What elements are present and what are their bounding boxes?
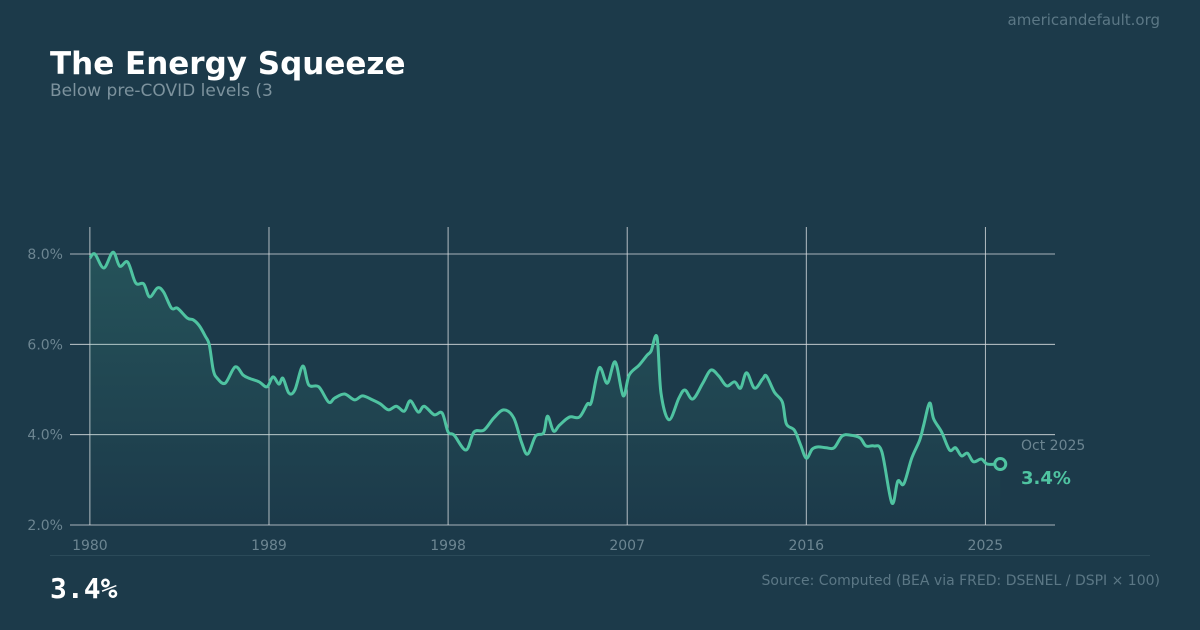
x-tick-label: 2025: [968, 538, 1004, 554]
chart-title: The Energy Squeeze: [50, 46, 406, 82]
series-area: [89, 252, 1001, 525]
headline-value: 3.4%: [50, 572, 118, 605]
source-note: Source: Computed (BEA via FRED: DSENEL /…: [761, 573, 1160, 589]
x-tick-label: 1989: [251, 538, 287, 554]
y-tick-label: 2.0%: [27, 518, 63, 534]
annotation-date: Oct 2025: [1021, 438, 1085, 454]
chart-subtitle: Below pre-COVID levels (3: [50, 81, 273, 101]
series-line: [88, 250, 1001, 505]
y-tick-label: 8.0%: [27, 247, 63, 263]
x-tick-label: 1998: [430, 538, 466, 554]
latest-point-marker: [993, 457, 1008, 472]
x-tick-label: 2007: [609, 538, 645, 554]
site-attribution: americandefault.org: [1007, 11, 1160, 29]
footer-divider: [50, 555, 1150, 556]
annotation-value: 3.4%: [1021, 468, 1071, 489]
x-tick-label: 1980: [72, 538, 108, 554]
y-tick-label: 6.0%: [27, 337, 63, 353]
y-tick-label: 4.0%: [27, 428, 63, 444]
x-tick-label: 2016: [788, 538, 824, 554]
